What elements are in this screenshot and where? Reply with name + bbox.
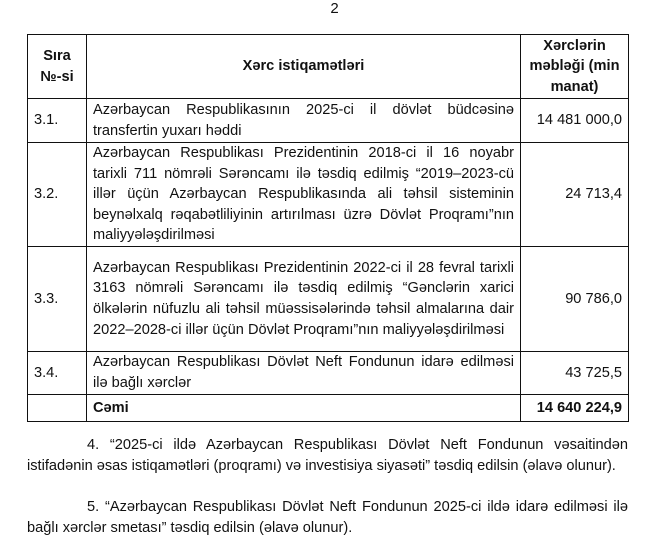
- row-amount: 43 725,5: [520, 350, 629, 395]
- total-amount: 14 640 224,9: [520, 393, 629, 422]
- row-number: 3.2.: [27, 142, 87, 247]
- table-row: 3.1. Azərbaycan Respublikasının 2025-ci …: [27, 98, 629, 143]
- total-label: Cəmi: [86, 393, 521, 422]
- row-description: Azərbaycan Respublikası Prezidentinin 20…: [86, 245, 521, 352]
- table-row: 3.4. Azərbaycan Respublikası Dövlət Neft…: [27, 350, 629, 395]
- paragraph-5-text: 5. “Azərbaycan Respublikası Dövlət Neft …: [27, 499, 628, 536]
- paragraph-4: 4. “2025-ci ildə Azərbaycan Respublikası…: [27, 435, 628, 476]
- row-description: Azərbaycan Respublikasının 2025-ci il dö…: [86, 98, 521, 143]
- header-row-number: Sıra №-si: [27, 34, 87, 99]
- expenses-table: Sıra №-si Xərc istiqamətləri Xərclərin m…: [27, 34, 629, 422]
- row-amount: 24 713,4: [520, 142, 629, 247]
- row-number: 3.1.: [27, 98, 87, 143]
- total-row: Cəmi 14 640 224,9: [27, 393, 629, 422]
- header-expense-direction: Xərc istiqamətləri: [86, 34, 521, 99]
- row-description: Azərbaycan Respublikası Prezidentinin 20…: [86, 142, 521, 247]
- page-number: 2: [330, 0, 339, 17]
- paragraph-4-text: 4. “2025-ci ildə Azərbaycan Respublikası…: [27, 437, 628, 474]
- header-amount: Xərclərin məbləği (min manat): [520, 34, 629, 99]
- row-amount: 90 786,0: [520, 245, 629, 352]
- row-amount: 14 481 000,0: [520, 98, 629, 143]
- table-row: 3.2. Azərbaycan Respublikası Prezidentin…: [27, 142, 629, 247]
- table-header-row: Sıra №-si Xərc istiqamətləri Xərclərin m…: [27, 34, 629, 99]
- table-row: 3.3. Azərbaycan Respublikası Prezidentin…: [27, 245, 629, 352]
- row-number: 3.3.: [27, 245, 87, 352]
- paragraph-5: 5. “Azərbaycan Respublikası Dövlət Neft …: [27, 497, 628, 538]
- total-empty-cell: [27, 393, 87, 422]
- row-number: 3.4.: [27, 350, 87, 395]
- row-description: Azərbaycan Respublikası Dövlət Neft Fond…: [86, 350, 521, 395]
